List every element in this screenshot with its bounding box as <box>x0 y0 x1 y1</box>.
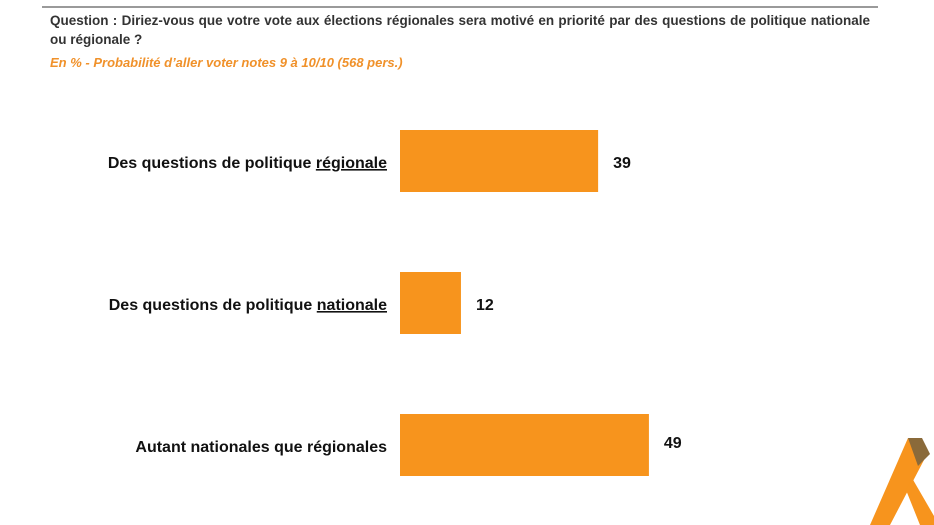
category-label-1: Des questions de politique régionale <box>108 155 387 172</box>
category-label-2: Des questions de politique nationale <box>109 297 387 314</box>
value-label-1: 39 <box>613 155 631 172</box>
bar-1 <box>400 130 599 192</box>
bar-2 <box>400 272 461 334</box>
value-label-3: 49 <box>664 435 682 452</box>
bar-3 <box>400 414 649 476</box>
brand-logo-icon <box>870 438 934 525</box>
category-label-3: Autant nationales que régionales <box>135 439 387 456</box>
question-text: Question : Diriez-vous que votre vote au… <box>50 13 870 47</box>
chart-subtitle: En % - Probabilité d’aller voter notes 9… <box>50 55 403 70</box>
top-divider <box>42 6 878 8</box>
value-label-2: 12 <box>476 297 494 314</box>
